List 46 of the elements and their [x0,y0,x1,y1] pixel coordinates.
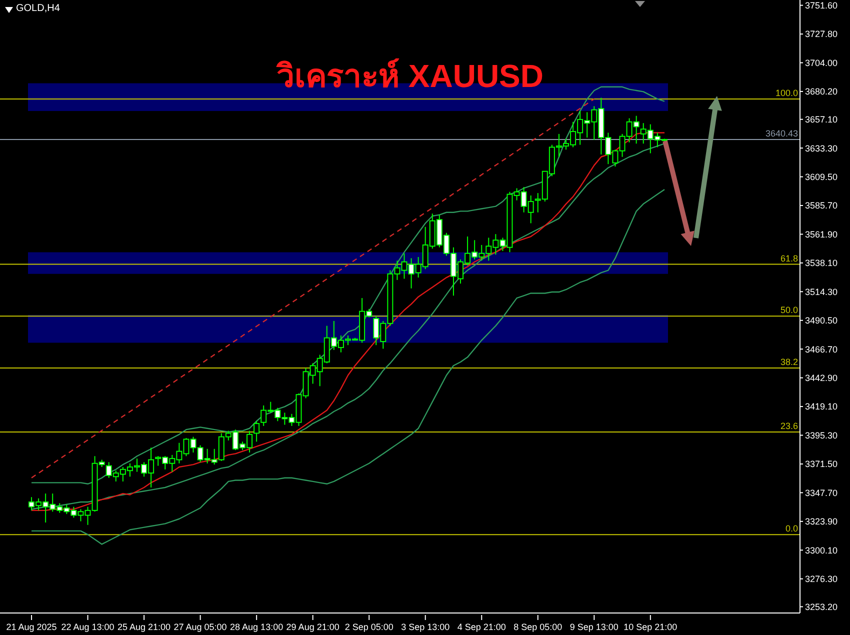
y-tick-label: 3514.30 [805,286,838,297]
annotation: 38.2 [780,357,798,368]
annotation: 100.0 [775,88,798,98]
y-tick-label: 3609.50 [805,172,838,182]
y-tick-label: 3633.30 [805,143,838,154]
y-tick-label: 3727.80 [805,29,838,40]
y-tick-label: 3276.30 [805,574,838,584]
y-tick-label: 3585.70 [805,200,838,211]
text: วิเคราะห์ XAUUSD [275,57,544,96]
line-series [30,86,666,484]
x-tick-label: 28 Aug 13:00 [230,622,284,632]
x-tick-label: 9 Sep 13:00 [570,622,618,632]
y-tick-label: 3538.10 [805,258,838,268]
y-tick-label: 3680.20 [805,86,838,97]
y-tick-label: 3300.10 [805,545,838,556]
line-series [30,188,666,545]
x-tick-label: 25 Aug 21:00 [118,622,171,632]
annotation: 0.0 [785,524,798,534]
x-tick-label: 27 Aug 05:00 [174,622,227,632]
y-tick-label: 3371.50 [805,459,838,470]
x-tick-label: 8 Sep 05:00 [514,622,562,632]
annotation: 23.6 [780,420,798,431]
chart-subtitle: GOLD,H4 [16,3,60,14]
x-tick-label: 2 Sep 05:00 [344,622,394,632]
y-tick-label: 3466.70 [805,344,838,354]
y-tick-label: 3490.50 [805,316,838,326]
y-tick-label: 3347.70 [805,488,838,498]
y-tick-label: 3323.90 [805,516,838,527]
y-tick-label: 3442.90 [805,373,838,384]
candlestick [254,420,260,442]
x-tick-label: 3 Sep 13:00 [401,622,450,632]
annotation: 50.0 [780,305,798,316]
y-tick-label: 3419.10 [805,402,838,412]
y-tick-label: 3657.10 [805,114,838,125]
x-tick-label: 10 Sep 21:00 [624,622,678,632]
x-tick-label: 4 Sep 21:00 [457,622,506,632]
ref-line-label: 3640.43 [765,128,798,138]
y-tick-label: 3253.20 [805,602,838,612]
x-tick-label: 29 Aug 21:00 [286,622,340,632]
y-tick-label: 3704.00 [805,58,838,68]
y-tick-label: 3751.60 [805,0,838,11]
y-tick-label: 3561.90 [805,229,838,240]
y-tick-label: 3395.30 [805,430,838,440]
annotation: 61.8 [780,253,798,264]
x-tick-label: 21 Aug 2025 [6,622,57,632]
x-tick-label: 22 Aug 13:00 [61,622,114,632]
